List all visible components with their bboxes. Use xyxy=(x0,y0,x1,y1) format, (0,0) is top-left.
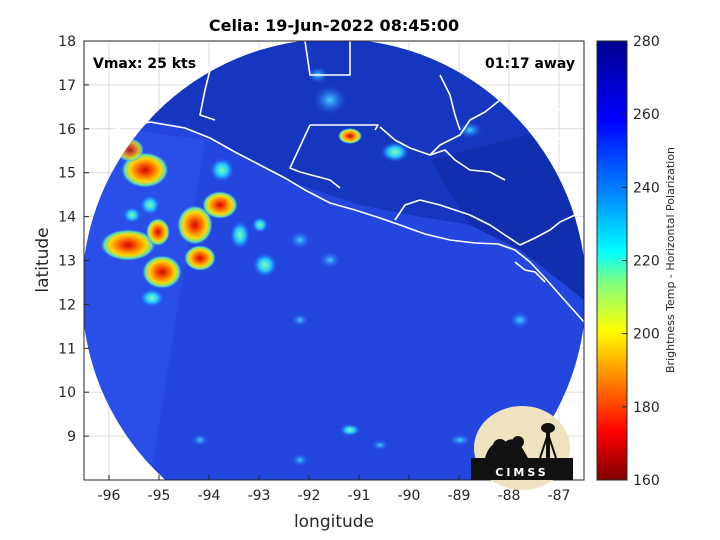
colorbar-tick-label: 160 xyxy=(633,473,660,489)
colorbar-tick-label: 200 xyxy=(633,327,660,343)
y-tick-label: 14 xyxy=(58,210,76,226)
y-tick-label: 13 xyxy=(58,254,76,270)
x-tick-label: -91 xyxy=(348,488,371,504)
time-away-label: 01:17 away xyxy=(485,56,575,72)
x-tick-label: -95 xyxy=(148,488,171,504)
plot-title: Celia: 19-Jun-2022 08:45:00 xyxy=(209,16,459,35)
y-tick-label: 12 xyxy=(58,297,76,313)
colorbar-tick-label: 180 xyxy=(633,400,660,416)
x-tick-label: -93 xyxy=(248,488,271,504)
colorbar-tick-label: 280 xyxy=(633,34,660,50)
y-tick-label: 16 xyxy=(58,122,76,138)
y-tick-label: 10 xyxy=(58,385,76,401)
colorbar-tick-label: 260 xyxy=(633,107,660,123)
x-tick-label: -96 xyxy=(98,488,121,504)
colorbar-tick-label: 240 xyxy=(633,180,660,196)
vmax-label: Vmax: 25 kts xyxy=(93,56,196,72)
x-tick-label: -90 xyxy=(398,488,421,504)
x-tick-label: -94 xyxy=(198,488,221,504)
cimss-logo: CIMSS xyxy=(471,406,573,490)
x-axis: -96 -95 -94 -93 -92 -91 -90 -89 -88 -87 xyxy=(98,475,571,504)
x-tick-label: -87 xyxy=(548,488,571,504)
colorbar-ticks: 280 260 240 220 200 180 160 xyxy=(622,34,660,489)
x-tick-label: -89 xyxy=(448,488,471,504)
x-tick-label: -88 xyxy=(498,488,521,504)
x-tick-label: -92 xyxy=(298,488,321,504)
colorbar-tick-label: 220 xyxy=(633,254,660,270)
logo-text: CIMSS xyxy=(495,466,548,479)
y-tick-label: 17 xyxy=(58,78,76,94)
x-axis-label: longitude xyxy=(294,512,374,532)
y-axis-label: latitude xyxy=(33,227,53,292)
y-tick-label: 18 xyxy=(58,34,76,50)
y-axis: 18 17 16 15 14 13 12 11 10 9 xyxy=(58,34,89,445)
colorbar-label: Brightness Temp - Horizontal Polarizatio… xyxy=(664,147,677,373)
y-tick-label: 11 xyxy=(58,341,76,357)
y-tick-label: 15 xyxy=(58,166,76,182)
y-tick-label: 9 xyxy=(67,429,76,445)
coastlines xyxy=(84,41,584,323)
